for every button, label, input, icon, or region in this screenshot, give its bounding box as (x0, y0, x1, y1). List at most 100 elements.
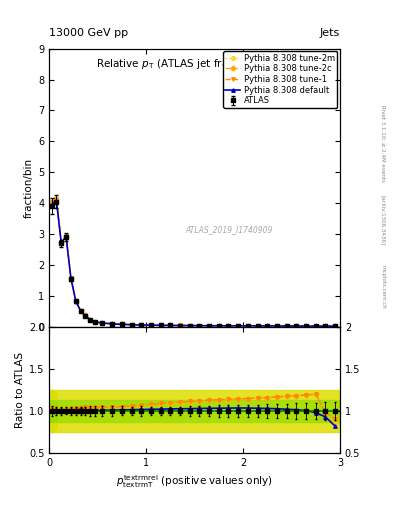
Pythia 8.308 tune-2c (226, 323, 231, 329)
Pythia 8.308 tune-1 (313, 323, 318, 329)
Pythia 8.308 default (54, 198, 59, 204)
Pythia 8.308 tune-2m (73, 297, 78, 304)
Pythia 8.308 tune-2c (88, 316, 93, 323)
Pythia 8.308 tune-2c (54, 196, 59, 202)
Legend: Pythia 8.308 tune-2m, Pythia 8.308 tune-2c, Pythia 8.308 tune-1, Pythia 8.308 de: Pythia 8.308 tune-2m, Pythia 8.308 tune-… (223, 51, 338, 108)
Pythia 8.308 default (323, 323, 328, 329)
Pythia 8.308 tune-1 (265, 323, 270, 329)
Pythia 8.308 tune-2c (265, 323, 270, 329)
Pythia 8.308 tune-2c (178, 323, 182, 329)
Pythia 8.308 tune-2c (207, 323, 211, 329)
Pythia 8.308 default (110, 321, 114, 327)
Pythia 8.308 tune-2c (294, 323, 299, 329)
Pythia 8.308 default (246, 323, 250, 329)
Pythia 8.308 tune-2m (275, 323, 279, 329)
Pythia 8.308 tune-2m (119, 321, 124, 327)
Pythia 8.308 tune-2c (93, 319, 97, 325)
Pythia 8.308 tune-2c (246, 323, 250, 329)
Pythia 8.308 tune-2c (255, 323, 260, 329)
Pythia 8.308 default (139, 322, 143, 328)
Pythia 8.308 tune-1 (236, 323, 241, 329)
Pythia 8.308 tune-1 (110, 321, 114, 327)
Pythia 8.308 default (88, 317, 93, 323)
Text: Rivet 3.1.10; ≥ 2.4M events: Rivet 3.1.10; ≥ 2.4M events (381, 105, 386, 182)
Line: Pythia 8.308 tune-2m: Pythia 8.308 tune-2m (50, 198, 337, 328)
Pythia 8.308 tune-2c (49, 199, 54, 205)
X-axis label: $p_{\rm textrm{T}}^{\rm textrm{rel}}$ (positive values only): $p_{\rm textrm{T}}^{\rm textrm{rel}}$ (p… (116, 474, 273, 490)
Pythia 8.308 default (197, 323, 202, 329)
Pythia 8.308 tune-1 (68, 274, 73, 281)
Pythia 8.308 tune-2m (54, 196, 59, 202)
Pythia 8.308 tune-1 (246, 323, 250, 329)
Pythia 8.308 tune-2c (313, 323, 318, 329)
Pythia 8.308 default (313, 323, 318, 329)
Y-axis label: Ratio to ATLAS: Ratio to ATLAS (15, 352, 25, 428)
Pythia 8.308 tune-1 (78, 308, 83, 314)
Pythia 8.308 tune-1 (59, 239, 64, 245)
Pythia 8.308 tune-2m (294, 323, 299, 329)
Pythia 8.308 tune-2m (158, 322, 163, 328)
Pythia 8.308 tune-1 (149, 322, 153, 328)
Pythia 8.308 tune-1 (64, 233, 68, 239)
Pythia 8.308 tune-1 (284, 323, 289, 329)
Pythia 8.308 tune-2c (149, 322, 153, 328)
Pythia 8.308 tune-2m (333, 323, 338, 329)
Pythia 8.308 tune-2c (333, 323, 338, 329)
Text: ATLAS_2019_I1740909: ATLAS_2019_I1740909 (186, 225, 273, 234)
Pythia 8.308 tune-1 (88, 316, 93, 323)
Pythia 8.308 tune-2m (313, 323, 318, 329)
Pythia 8.308 default (236, 323, 241, 329)
Pythia 8.308 tune-1 (304, 323, 309, 329)
Line: Pythia 8.308 default: Pythia 8.308 default (50, 199, 337, 328)
Pythia 8.308 tune-2m (284, 323, 289, 329)
Pythia 8.308 default (178, 323, 182, 329)
Pythia 8.308 tune-2m (246, 323, 250, 329)
Pythia 8.308 tune-2m (265, 323, 270, 329)
Pythia 8.308 tune-2c (64, 233, 68, 239)
Pythia 8.308 default (207, 323, 211, 329)
Pythia 8.308 tune-2c (304, 323, 309, 329)
Pythia 8.308 tune-2m (59, 239, 64, 245)
Pythia 8.308 tune-2m (83, 312, 88, 318)
Pythia 8.308 tune-2m (255, 323, 260, 329)
Pythia 8.308 default (78, 308, 83, 314)
Pythia 8.308 default (73, 298, 78, 304)
Pythia 8.308 default (333, 323, 338, 329)
Pythia 8.308 tune-2c (129, 322, 134, 328)
Pythia 8.308 tune-2c (168, 322, 173, 328)
Pythia 8.308 default (100, 320, 105, 326)
Pythia 8.308 tune-2c (217, 323, 221, 329)
Pythia 8.308 default (265, 323, 270, 329)
Pythia 8.308 tune-1 (100, 320, 105, 326)
Pythia 8.308 default (217, 323, 221, 329)
Pythia 8.308 tune-2c (59, 239, 64, 245)
Pythia 8.308 default (49, 202, 54, 208)
Pythia 8.308 tune-2c (158, 322, 163, 328)
Pythia 8.308 tune-1 (129, 322, 134, 328)
Pythia 8.308 tune-2m (78, 308, 83, 314)
Pythia 8.308 default (59, 240, 64, 246)
Y-axis label: fraction/bin: fraction/bin (24, 158, 34, 218)
Pythia 8.308 tune-1 (333, 323, 338, 329)
Pythia 8.308 tune-2m (129, 322, 134, 328)
Pythia 8.308 tune-1 (178, 323, 182, 329)
Pythia 8.308 tune-1 (226, 323, 231, 329)
Pythia 8.308 default (226, 323, 231, 329)
Pythia 8.308 tune-2c (139, 322, 143, 328)
Pythia 8.308 tune-2m (236, 323, 241, 329)
Line: Pythia 8.308 tune-2c: Pythia 8.308 tune-2c (50, 198, 337, 328)
Pythia 8.308 default (304, 323, 309, 329)
Pythia 8.308 tune-2c (284, 323, 289, 329)
Text: mcplots.cern.ch: mcplots.cern.ch (381, 265, 386, 309)
Pythia 8.308 tune-2m (68, 274, 73, 281)
Pythia 8.308 default (255, 323, 260, 329)
Pythia 8.308 tune-1 (255, 323, 260, 329)
Pythia 8.308 default (168, 323, 173, 329)
Text: Jets: Jets (320, 28, 340, 38)
Text: Relative $p_{\rm T}$ (ATLAS jet fragmentation): Relative $p_{\rm T}$ (ATLAS jet fragment… (96, 57, 293, 71)
Pythia 8.308 tune-2c (275, 323, 279, 329)
Pythia 8.308 default (149, 322, 153, 328)
Pythia 8.308 tune-1 (168, 322, 173, 328)
Pythia 8.308 default (64, 234, 68, 240)
Pythia 8.308 tune-2m (217, 323, 221, 329)
